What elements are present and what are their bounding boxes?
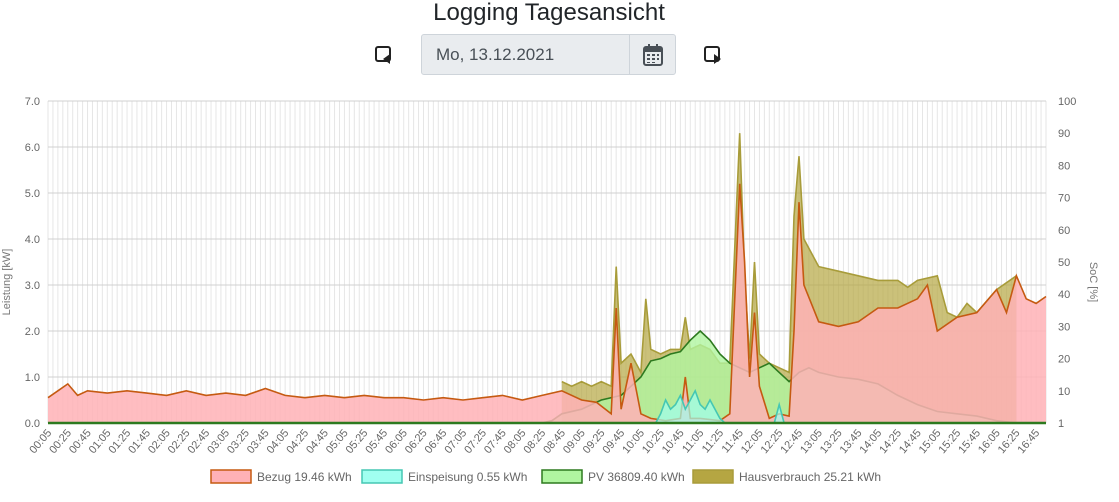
legend-label: Einspeisung 0.55 kWh xyxy=(408,470,527,484)
legend-swatch xyxy=(692,469,734,484)
legend-item[interactable]: PV 36809.40 kWh xyxy=(541,469,685,484)
page-title: Logging Tagesansicht xyxy=(433,0,665,26)
legend-swatch xyxy=(361,469,403,484)
y-right-tick-label: 60 xyxy=(1058,225,1070,237)
legend-item[interactable]: Hausverbrauch 25.21 kWh xyxy=(692,469,881,484)
y-left-tick-label: 0.0 xyxy=(25,418,40,430)
series-area-0 xyxy=(48,183,1046,423)
y-right-tick-label: 90 xyxy=(1058,128,1070,140)
legend-item[interactable]: Bezug 19.46 kWh xyxy=(210,469,352,484)
y-left-tick-label: 2.0 xyxy=(25,326,40,338)
next-day-button[interactable] xyxy=(702,44,724,66)
legend-swatch xyxy=(210,469,252,484)
calendar-icon xyxy=(643,44,663,66)
y-right-tick-label: 50 xyxy=(1058,257,1070,269)
calendar-button[interactable] xyxy=(629,35,676,74)
y-left-tick-label: 4.0 xyxy=(25,234,40,246)
y-right-tick-label: 10 xyxy=(1058,386,1070,398)
legend-item[interactable]: Einspeisung 0.55 kWh xyxy=(361,469,527,484)
y-right-tick-label: 80 xyxy=(1058,160,1070,172)
caret-left-square-icon xyxy=(375,46,391,64)
x-tick-label: 16:45 xyxy=(1016,427,1043,456)
y-right-tick-label: 70 xyxy=(1058,193,1070,205)
y-right-tick-label: 20 xyxy=(1058,354,1070,366)
previous-day-button[interactable] xyxy=(373,44,395,66)
legend-swatch xyxy=(541,469,583,484)
y-left-tick-label: 7.0 xyxy=(25,96,40,108)
y-right-axis-label: SoC [%] xyxy=(1087,262,1099,302)
legend-label: PV 36809.40 kWh xyxy=(588,470,685,484)
legend-label: Hausverbrauch 25.21 kWh xyxy=(739,470,881,484)
y-right-tick-label: 40 xyxy=(1058,289,1070,301)
x-tick-label: 10:45 xyxy=(660,427,687,456)
y-left-axis-label: Leistung [kW] xyxy=(1,249,13,316)
date-picker xyxy=(421,34,676,75)
legend-label: Bezug 19.46 kWh xyxy=(257,470,352,484)
y-right-tick-label: 30 xyxy=(1058,321,1070,333)
y-left-tick-label: 1.0 xyxy=(25,372,40,384)
y-left-tick-label: 5.0 xyxy=(25,188,40,200)
series-line-0 xyxy=(47,183,1047,422)
y-left-tick-label: 3.0 xyxy=(25,280,40,292)
caret-right-square-icon xyxy=(704,46,721,64)
date-input[interactable] xyxy=(422,35,629,74)
y-right-tick-label: 100 xyxy=(1058,96,1076,108)
y-right-tick-label: 1 xyxy=(1058,418,1064,430)
y-left-tick-label: 6.0 xyxy=(25,142,40,154)
series-area-1 xyxy=(655,390,785,423)
